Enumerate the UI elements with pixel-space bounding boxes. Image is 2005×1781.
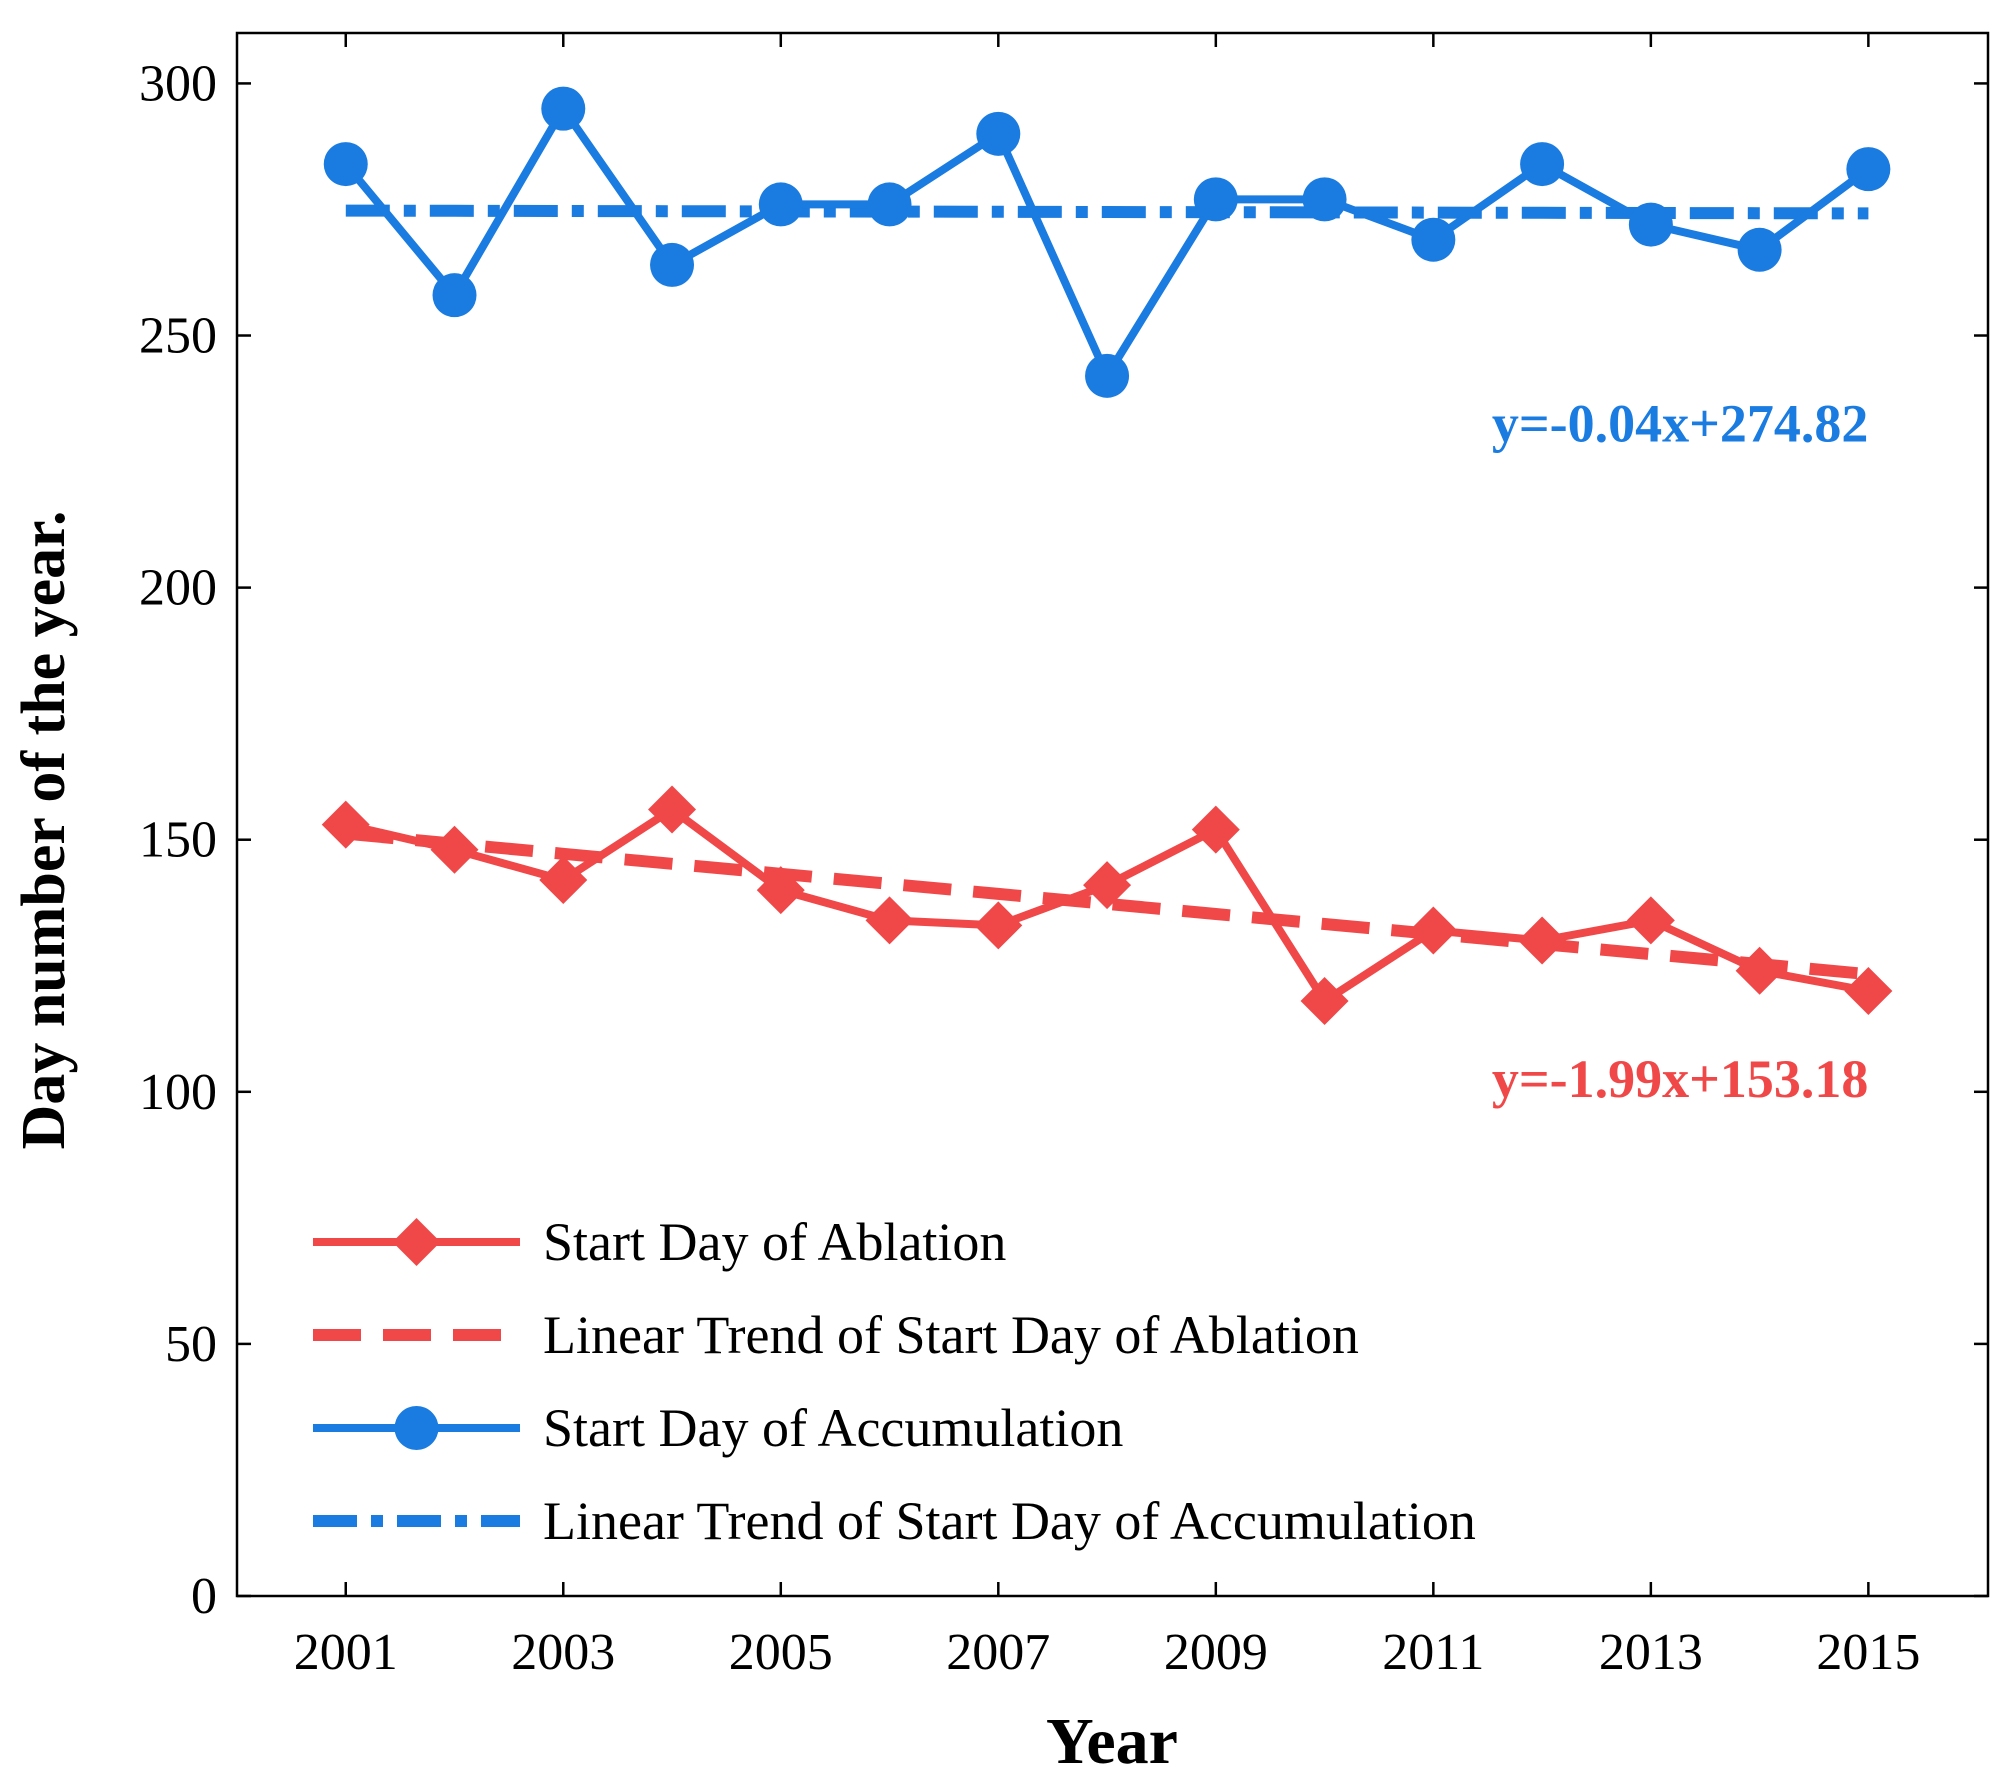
data-point-start-day-of-ablation-2012 [1518, 916, 1567, 965]
data-point-start-day-of-ablation-2010 [1300, 977, 1349, 1026]
trend-equation-accumulation: y=-0.04x+274.82 [1492, 393, 1869, 453]
x-tick-label-2015: 2015 [1816, 1624, 1920, 1681]
series-linear-trend-of-start-day-of-accumulation [345, 204, 1869, 220]
legend-item-start-day-of-ablation: Start Day of Ablation [313, 1212, 1006, 1272]
legend-marker-start-day-of-ablation [392, 1218, 441, 1266]
legend-item-start-day-of-accumulation: Start Day of Accumulation [313, 1398, 1123, 1458]
data-point-start-day-of-ablation-2007 [974, 901, 1023, 950]
legend-label-start-day-of-accumulation: Start Day of Accumulation [543, 1398, 1123, 1458]
data-point-start-day-of-accumulation-2001 [323, 142, 368, 187]
x-tick-label-2005: 2005 [729, 1624, 833, 1681]
data-point-start-day-of-accumulation-2002 [432, 273, 477, 318]
data-point-start-day-of-ablation-2014 [1735, 946, 1784, 995]
series-line-linear-trend-of-start-day-of-accumulation [345, 204, 1869, 220]
data-point-start-day-of-ablation-2003 [539, 856, 588, 905]
x-tick-label-2009: 2009 [1164, 1624, 1268, 1681]
data-point-start-day-of-ablation-2008 [1083, 861, 1132, 910]
data-point-start-day-of-ablation-2009 [1191, 805, 1240, 854]
legend: Start Day of Ablation Linear Trend of Sta… [313, 1212, 1476, 1551]
data-point-start-day-of-accumulation-2006 [867, 182, 912, 227]
series-layer [321, 86, 1893, 1026]
data-point-start-day-of-accumulation-2009 [1193, 177, 1238, 222]
x-tick-label-2003: 2003 [511, 1624, 615, 1681]
x-axis-label: Year [1046, 1705, 1178, 1778]
data-point-start-day-of-accumulation-2003 [541, 86, 586, 131]
legend-item-linear-trend-of-start-day-of-accumulation: Linear Trend of Start Day of Accumulatio… [313, 1491, 1476, 1551]
x-tick-label-2001: 2001 [294, 1624, 398, 1681]
plot-frame [235, 31, 1990, 1598]
data-point-start-day-of-ablation-2011 [1409, 906, 1458, 955]
y-tick-label-100: 100 [139, 1064, 217, 1121]
legend-marker-start-day-of-accumulation [394, 1406, 439, 1450]
y-tick-label-150: 150 [139, 812, 217, 869]
y-tick-label-0: 0 [191, 1568, 217, 1625]
y-axis-label: Day number of the year. [10, 511, 78, 1150]
legend-label-start-day-of-ablation: Start Day of Ablation [543, 1212, 1006, 1272]
data-point-start-day-of-accumulation-2012 [1520, 142, 1565, 187]
data-point-start-day-of-ablation-2004 [648, 785, 697, 834]
series-start-day-of-ablation [321, 785, 1893, 1026]
trend-equation-ablation: y=-1.99x+153.18 [1492, 1049, 1869, 1109]
y-tick-label-200: 200 [139, 560, 217, 617]
data-point-start-day-of-accumulation-2011 [1411, 217, 1456, 262]
axis-ticks: 0 50 100 150 200 250 300 2001 2003 2005 2007 2009 20… [139, 33, 1988, 1681]
data-point-start-day-of-ablation-2015 [1844, 966, 1893, 1015]
y-tick-label-300: 300 [139, 55, 217, 112]
data-point-start-day-of-accumulation-2015 [1846, 147, 1891, 192]
annotations: y=-0.04x+274.82 y=-1.99x+153.18 [1492, 393, 1869, 1108]
data-point-start-day-of-accumulation-2008 [1085, 353, 1130, 398]
data-point-start-day-of-accumulation-2010 [1302, 177, 1347, 222]
data-point-start-day-of-ablation-2001 [321, 800, 370, 849]
data-point-start-day-of-ablation-2006 [865, 896, 914, 945]
x-tick-label-2007: 2007 [946, 1624, 1050, 1681]
data-point-start-day-of-accumulation-2005 [758, 182, 803, 227]
data-point-start-day-of-accumulation-2004 [650, 242, 695, 287]
data-point-start-day-of-accumulation-2007 [976, 111, 1021, 156]
data-point-start-day-of-ablation-2002 [430, 825, 479, 874]
data-point-start-day-of-accumulation-2014 [1737, 227, 1782, 272]
series-start-day-of-accumulation [323, 86, 1891, 398]
data-point-start-day-of-ablation-2013 [1626, 896, 1675, 945]
x-tick-label-2013: 2013 [1599, 1624, 1703, 1681]
y-tick-label-250: 250 [139, 308, 217, 365]
x-tick-label-2011: 2011 [1382, 1624, 1484, 1681]
data-point-start-day-of-accumulation-2013 [1628, 202, 1673, 247]
legend-label-linear-trend-of-start-day-of-accumulation: Linear Trend of Start Day of Accumulatio… [543, 1491, 1476, 1551]
y-tick-label-50: 50 [165, 1316, 217, 1373]
legend-item-linear-trend-of-start-day-of-ablation: Linear Trend of Start Day of Ablation [313, 1305, 1359, 1365]
data-point-start-day-of-ablation-2005 [756, 866, 805, 915]
legend-label-linear-trend-of-start-day-of-ablation: Linear Trend of Start Day of Ablation [543, 1305, 1359, 1365]
